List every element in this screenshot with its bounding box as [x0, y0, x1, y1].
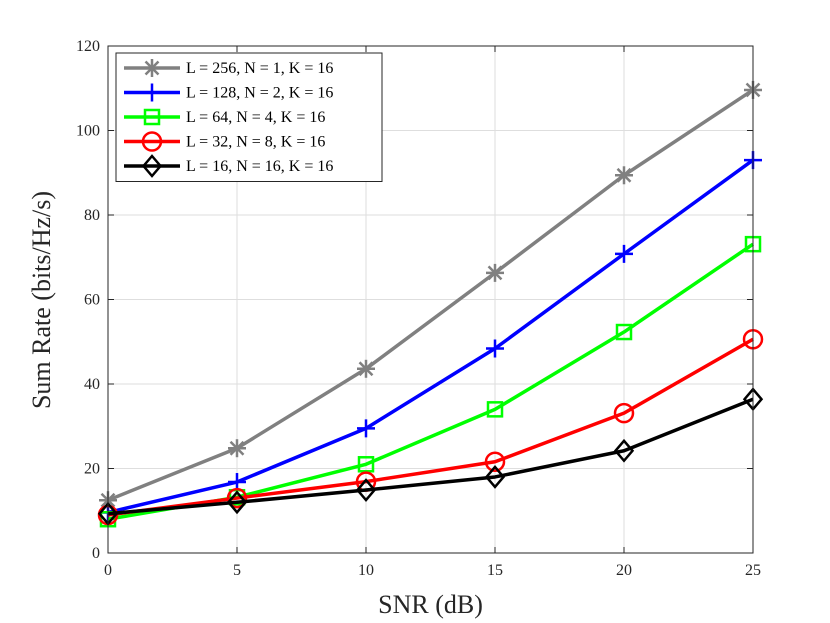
- data-point-diamond: [613, 438, 635, 463]
- y-tick-label: 0: [92, 545, 100, 562]
- data-point-diamond: [226, 490, 248, 515]
- y-tick-label: 60: [84, 292, 100, 309]
- data-point-asterisk: [228, 439, 246, 458]
- x-tick-label: 10: [358, 562, 374, 579]
- data-point-diamond: [484, 465, 506, 489]
- series-line: [107, 337, 754, 517]
- asterisk-stroke: [616, 167, 632, 183]
- data-point-asterisk: [486, 263, 504, 282]
- data-point-plus: [357, 419, 375, 438]
- legend-marker-plus: [143, 83, 161, 102]
- legend-label: L = 16, N = 16, K = 16: [186, 158, 333, 175]
- legend-label: L = 256, N = 1, K = 16: [186, 60, 333, 77]
- x-tick-label: 0: [104, 562, 112, 579]
- legend-label: L = 128, N = 2, K = 16: [186, 85, 333, 102]
- y-axis-label: Sum Rate (bits/Hz/s): [27, 191, 56, 409]
- y-tick-label: 40: [84, 376, 100, 393]
- data-point-plus: [615, 244, 633, 263]
- series-line: [107, 158, 755, 515]
- asterisk-stroke: [229, 440, 245, 456]
- data-point-asterisk: [615, 166, 633, 185]
- legend-marker-square: [143, 108, 161, 126]
- asterisk-stroke: [144, 60, 160, 76]
- x-tick-label: 20: [616, 562, 632, 579]
- series-line: [107, 88, 754, 502]
- data-point-square: [357, 456, 375, 473]
- data-point-circle: [226, 487, 248, 509]
- data-point-circle: [613, 402, 635, 424]
- legend: L = 256, N = 1, K = 16 L = 128, N = 2, K …: [115, 52, 383, 182]
- y-tick-label: 20: [84, 461, 100, 478]
- legend-marker-diamond: [141, 154, 163, 178]
- legend-entry: L = 128, N = 2, K = 16: [124, 83, 333, 102]
- ticks: 0 5 10 15 20 25 0 20 40 60 80 100 120: [76, 38, 761, 579]
- legend-entry: L = 16, N = 16, K = 16: [124, 154, 333, 178]
- legend-marker-circle: [141, 131, 163, 152]
- data-point-square: [615, 323, 633, 341]
- legend-entry: L = 32, N = 8, K = 16: [124, 131, 325, 152]
- data-point-square: [486, 401, 504, 418]
- x-tick-label: 5: [233, 562, 241, 579]
- asterisk-stroke: [358, 361, 374, 377]
- data-point-diamond: [355, 478, 377, 502]
- y-tick-label: 100: [76, 123, 100, 140]
- asterisk-stroke: [487, 265, 503, 281]
- legend-entry: L = 64, N = 4, K = 16: [124, 108, 325, 126]
- data-point-circle: [484, 451, 506, 472]
- data-point-asterisk: [357, 359, 375, 378]
- x-tick-label: 25: [745, 562, 761, 579]
- x-tick-label: 15: [487, 562, 503, 579]
- legend-label: L = 32, N = 8, K = 16: [186, 134, 325, 151]
- x-axis-label: SNR (dB): [378, 590, 483, 619]
- legend-label: L = 64, N = 4, K = 16: [186, 109, 325, 126]
- data-point-plus: [486, 339, 504, 358]
- y-tick-label: 80: [84, 207, 100, 224]
- legend-entry: L = 256, N = 1, K = 16: [124, 59, 333, 77]
- y-tick-label: 120: [76, 38, 100, 55]
- series-line: [107, 397, 754, 516]
- legend-marker-asterisk: [143, 59, 161, 77]
